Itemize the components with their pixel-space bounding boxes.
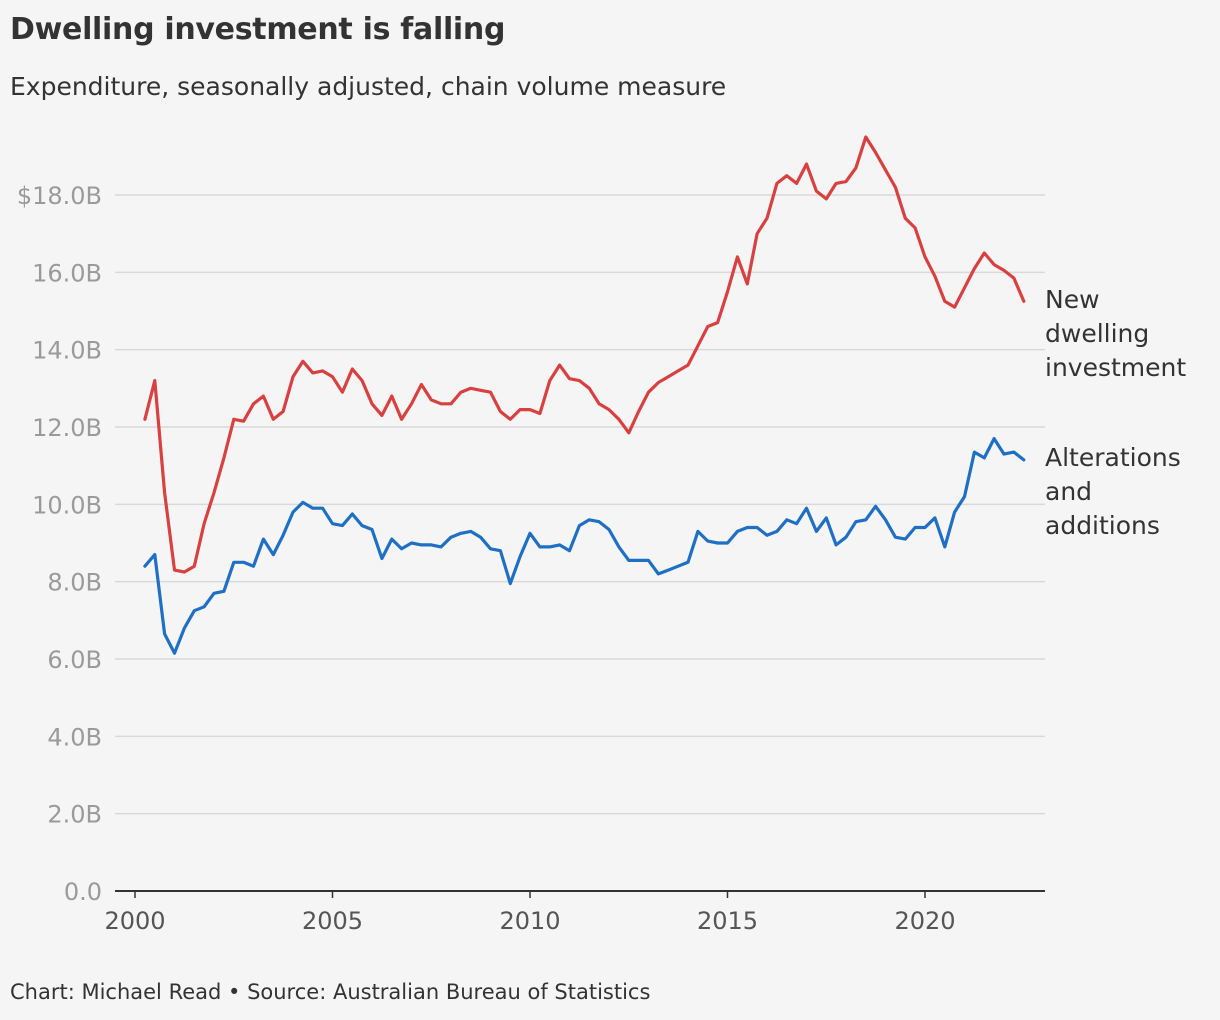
series-label: New dwelling investment bbox=[1045, 285, 1186, 382]
y-tick-label: $18.0B bbox=[17, 182, 102, 210]
series-line bbox=[143, 135, 1026, 574]
x-tick-label: 2005 bbox=[302, 907, 363, 935]
series-label: Alterations and additions bbox=[1045, 443, 1181, 540]
series-line bbox=[143, 437, 1026, 655]
y-tick-label: 4.0B bbox=[47, 723, 102, 751]
y-tick-label: 2.0B bbox=[47, 801, 102, 829]
y-tick-label: 12.0B bbox=[32, 414, 102, 442]
chart-source-credit: Chart: Michael Read • Source: Australian… bbox=[10, 980, 651, 1004]
x-tick-label: 2010 bbox=[499, 907, 560, 935]
y-tick-label: 14.0B bbox=[32, 337, 102, 365]
chart-subtitle: Expenditure, seasonally adjusted, chain … bbox=[10, 72, 727, 101]
y-tick-label: 8.0B bbox=[47, 569, 102, 597]
x-tick-label: 2020 bbox=[894, 907, 955, 935]
x-tick-label: 2000 bbox=[104, 907, 165, 935]
y-axis-ticks: 0.0 2.0B 4.0B 6.0B 8.0B 10.0B 12.0B 14.0B 16.0B $… bbox=[17, 182, 102, 906]
y-tick-label: 16.0B bbox=[32, 259, 102, 287]
x-tick-label: 2015 bbox=[697, 907, 758, 935]
series-labels: New dwelling investment Alterations and addit… bbox=[1045, 285, 1186, 540]
x-axis-ticks: 2000 2005 2010 2015 2020 bbox=[104, 891, 956, 935]
y-tick-label: 6.0B bbox=[47, 646, 102, 674]
y-tick-label: 10.0B bbox=[32, 491, 102, 519]
y-tick-label: 0.0 bbox=[64, 878, 102, 906]
gridlines bbox=[115, 194, 1045, 892]
chart-title: Dwelling investment is falling bbox=[10, 12, 506, 47]
series-lines bbox=[143, 135, 1026, 655]
